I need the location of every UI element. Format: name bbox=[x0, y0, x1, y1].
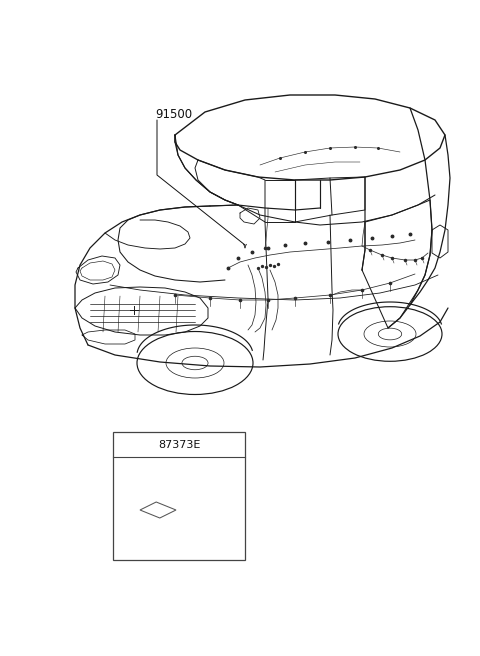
Bar bbox=[113, 432, 245, 560]
Text: 91500: 91500 bbox=[155, 108, 192, 121]
Text: 87373E: 87373E bbox=[158, 440, 200, 449]
